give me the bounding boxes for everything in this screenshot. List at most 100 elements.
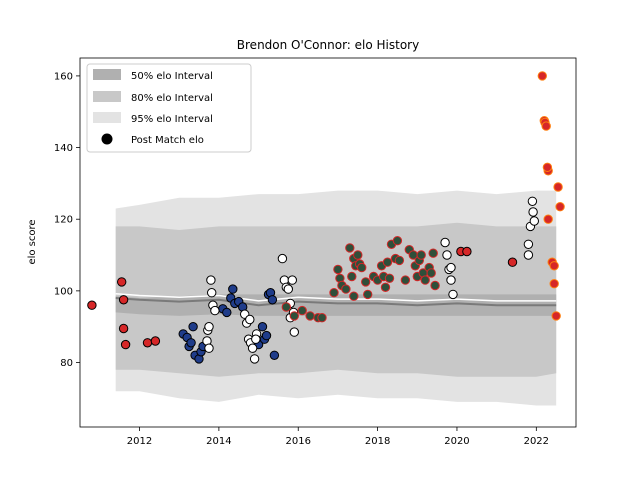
data-point bbox=[528, 207, 538, 217]
data-point bbox=[142, 338, 153, 348]
data-point bbox=[245, 314, 255, 325]
x-tick-label: 2022 bbox=[524, 436, 549, 447]
data-point bbox=[357, 262, 367, 273]
legend-label-80: 80% elo Interval bbox=[131, 93, 213, 104]
data-point bbox=[380, 282, 391, 292]
data-point bbox=[281, 302, 291, 312]
legend-box bbox=[86, 63, 252, 153]
data-point bbox=[363, 289, 373, 300]
data-point bbox=[289, 327, 299, 337]
data-point bbox=[261, 330, 272, 341]
data-point bbox=[305, 311, 315, 321]
data-point bbox=[551, 311, 561, 321]
data-point bbox=[188, 322, 198, 332]
y-axis-label: elo score bbox=[27, 219, 38, 264]
legend-label-50: 50% elo Interval bbox=[131, 71, 213, 82]
data-point bbox=[118, 295, 129, 305]
data-point bbox=[277, 253, 288, 264]
data-point bbox=[289, 311, 299, 321]
post-match-points bbox=[87, 71, 565, 364]
data-point bbox=[269, 350, 280, 360]
data-point bbox=[446, 262, 456, 273]
data-point bbox=[553, 182, 563, 192]
x-tick-label: 2020 bbox=[444, 436, 469, 447]
interval-bands bbox=[115, 190, 557, 406]
data-point bbox=[317, 313, 327, 323]
data-point bbox=[207, 288, 217, 298]
data-point bbox=[204, 322, 214, 332]
data-point bbox=[87, 300, 97, 310]
data-point bbox=[347, 271, 357, 282]
x-tick-label: 2016 bbox=[286, 436, 311, 447]
legend: 50% elo Interval 80% elo Interval 95% el… bbox=[86, 63, 252, 153]
data-point bbox=[333, 264, 343, 275]
y-axis: 80 100 120 140 160 bbox=[54, 71, 80, 369]
data-point bbox=[210, 305, 220, 316]
x-axis: 2012 2014 2016 2018 2020 2022 bbox=[127, 427, 549, 447]
data-point bbox=[549, 261, 559, 271]
data-point bbox=[527, 196, 538, 207]
data-point bbox=[426, 268, 436, 278]
y-tick-label: 80 bbox=[60, 358, 73, 369]
data-point bbox=[150, 336, 161, 346]
data-point bbox=[542, 162, 553, 173]
median-line bbox=[115, 297, 557, 307]
data-point bbox=[345, 243, 355, 253]
data-point bbox=[430, 280, 440, 291]
data-point bbox=[462, 246, 472, 257]
data-point bbox=[384, 273, 395, 283]
legend-label-95: 95% elo Interval bbox=[131, 114, 213, 125]
y-tick-label: 160 bbox=[54, 71, 73, 82]
data-point bbox=[117, 277, 127, 287]
data-point bbox=[543, 214, 553, 224]
data-point bbox=[448, 289, 458, 300]
legend-swatch-80 bbox=[93, 91, 121, 102]
data-point bbox=[186, 338, 196, 348]
data-point bbox=[283, 284, 293, 294]
data-point bbox=[549, 279, 559, 289]
data-point bbox=[446, 275, 456, 285]
data-point bbox=[428, 248, 438, 258]
mean-line bbox=[115, 292, 557, 302]
data-point bbox=[507, 257, 518, 267]
data-point bbox=[537, 71, 547, 81]
data-point bbox=[341, 284, 351, 294]
data-point bbox=[523, 250, 534, 260]
data-point bbox=[442, 250, 452, 260]
data-point bbox=[349, 291, 359, 301]
x-tick-label: 2012 bbox=[127, 436, 152, 447]
data-point bbox=[120, 339, 131, 350]
y-tick-label: 120 bbox=[54, 215, 73, 226]
legend-swatch-50 bbox=[93, 69, 121, 80]
data-point bbox=[400, 275, 411, 285]
data-point bbox=[382, 257, 393, 267]
data-point bbox=[206, 275, 216, 285]
data-point bbox=[257, 322, 268, 332]
chart-title: Brendon O'Connor: elo History bbox=[237, 38, 419, 52]
x-tick-label: 2014 bbox=[206, 436, 231, 447]
data-point bbox=[267, 295, 278, 305]
legend-swatch-95 bbox=[93, 112, 121, 123]
data-point bbox=[247, 343, 258, 353]
data-point bbox=[555, 202, 565, 212]
data-point bbox=[249, 354, 260, 364]
data-point bbox=[204, 343, 214, 353]
data-point bbox=[222, 307, 232, 318]
data-point bbox=[297, 305, 307, 316]
data-point bbox=[361, 277, 371, 287]
data-point bbox=[416, 250, 426, 260]
data-point bbox=[420, 275, 430, 285]
data-point bbox=[529, 216, 539, 226]
x-tick-label: 2018 bbox=[365, 436, 390, 447]
data-point bbox=[251, 334, 261, 344]
median-lines bbox=[115, 292, 557, 307]
data-point bbox=[523, 239, 534, 250]
data-point bbox=[228, 284, 238, 294]
data-point bbox=[353, 250, 363, 260]
plot-frame bbox=[79, 57, 577, 428]
legend-marker-post-match bbox=[101, 133, 113, 145]
y-tick-label: 140 bbox=[54, 143, 73, 154]
data-point bbox=[541, 121, 551, 131]
data-point bbox=[118, 323, 129, 334]
